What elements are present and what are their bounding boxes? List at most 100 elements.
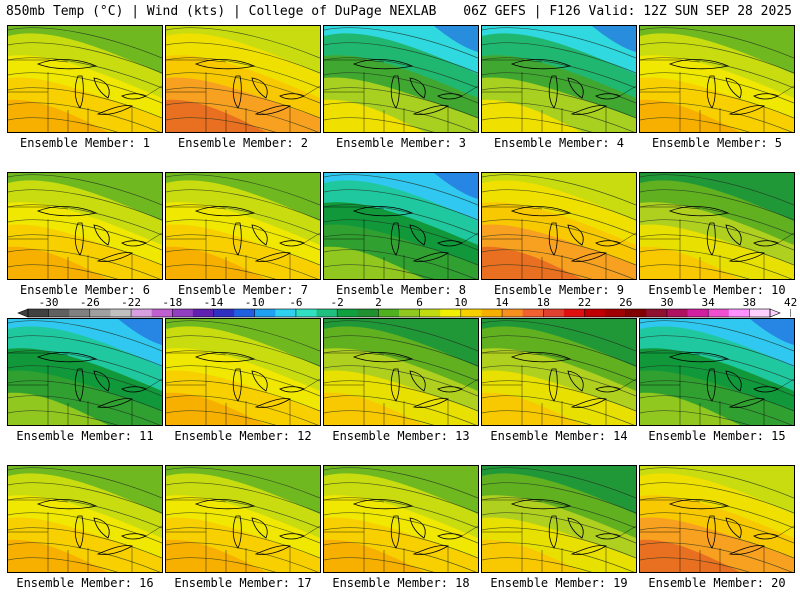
colorbar-left-arrow <box>17 308 29 318</box>
ensemble-member-panel: Ensemble Member: 18 <box>323 465 479 595</box>
colorbar-tick-label: 38 <box>743 296 756 309</box>
temperature-map <box>165 172 321 280</box>
member-label: Ensemble Member: 18 <box>332 576 470 590</box>
colorbar-tick-label: 42 <box>784 296 797 309</box>
colorbar-tick-label: -22 <box>121 296 141 309</box>
colorbar-segment <box>151 309 173 317</box>
temperature-map <box>165 318 321 426</box>
map-title: 850mb Temp (°C) | Wind (kts) | College o… <box>6 4 437 19</box>
temperature-map <box>7 25 163 133</box>
temperature-map <box>639 465 795 573</box>
ensemble-member-panel: Ensemble Member: 11 <box>7 318 163 448</box>
colorbar-segment <box>625 309 647 317</box>
ensemble-member-panel: Ensemble Member: 14 <box>481 318 637 448</box>
colorbar-segment <box>275 309 297 317</box>
colorbar-segment <box>481 309 503 317</box>
colorbar-right-arrow <box>769 308 781 318</box>
colorbar-tick-label: 10 <box>454 296 467 309</box>
colorbar-segment <box>646 309 668 317</box>
member-label: Ensemble Member: 14 <box>490 429 628 443</box>
member-label: Ensemble Member: 7 <box>177 283 309 297</box>
ensemble-member-panel: Ensemble Member: 12 <box>165 318 321 448</box>
temperature-map <box>323 465 479 573</box>
colorbar-tick-label: 22 <box>578 296 591 309</box>
member-label: Ensemble Member: 20 <box>648 576 786 590</box>
colorbar-tick-label: 30 <box>660 296 673 309</box>
colorbar-segment <box>687 309 709 317</box>
ensemble-member-panel: Ensemble Member: 6 <box>7 172 163 302</box>
colorbar-segment <box>419 309 441 317</box>
colorbar-segment <box>749 309 771 317</box>
colorbar-segment <box>378 309 400 317</box>
colorbar-segment <box>254 309 276 317</box>
member-label: Ensemble Member: 13 <box>332 429 470 443</box>
colorbar-segment <box>28 309 50 317</box>
colorbar-tick-label: -6 <box>289 296 302 309</box>
colorbar-tick-label: -18 <box>162 296 182 309</box>
colorbar-segment <box>295 309 318 317</box>
temperature-map <box>639 25 795 133</box>
temperature-map <box>481 318 637 426</box>
temperature-map <box>323 25 479 133</box>
colorbar-segment <box>708 309 730 317</box>
colorbar-segment <box>399 309 421 317</box>
ensemble-member-panel: Ensemble Member: 19 <box>481 465 637 595</box>
colorbar-segment <box>605 309 627 317</box>
member-label: Ensemble Member: 12 <box>174 429 312 443</box>
colorbar-tick-label: 34 <box>702 296 716 309</box>
colorbar-tick-label: -30 <box>39 296 59 309</box>
member-label: Ensemble Member: 2 <box>177 136 309 150</box>
colorbar-segment <box>337 309 359 317</box>
ensemble-member-panel: Ensemble Member: 3 <box>323 25 479 155</box>
colorbar-segment <box>357 309 379 317</box>
temperature-map <box>323 318 479 426</box>
temperature-map <box>7 172 163 280</box>
colorbar-tick-label: 18 <box>537 296 550 309</box>
member-label: Ensemble Member: 17 <box>174 576 312 590</box>
colorbar-segment <box>440 309 462 317</box>
colorbar-segment <box>563 309 585 317</box>
run-valid-time: 06Z GEFS | F126 Valid: 12Z SUN SEP 28 20… <box>463 4 792 19</box>
ensemble-member-panel: Ensemble Member: 13 <box>323 318 479 448</box>
colorbar-tick-label: -10 <box>245 296 265 309</box>
colorbar-segment <box>131 309 153 317</box>
colorbar-segment <box>666 309 689 317</box>
member-label: Ensemble Member: 10 <box>648 283 786 297</box>
ensemble-member-panel: Ensemble Member: 16 <box>7 465 163 595</box>
member-label: Ensemble Member: 1 <box>19 136 151 150</box>
member-label: Ensemble Member: 8 <box>335 283 467 297</box>
colorbar-segment <box>460 309 482 317</box>
colorbar-tick-label: -26 <box>80 296 100 309</box>
member-label: Ensemble Member: 16 <box>16 576 154 590</box>
temperature-map <box>7 465 163 573</box>
temperature-map <box>639 172 795 280</box>
member-label: Ensemble Member: 4 <box>493 136 625 150</box>
colorbar-segment <box>69 309 91 317</box>
colorbar-segment <box>110 309 132 317</box>
colorbar-segment <box>234 309 256 317</box>
colorbar-tick-label: 2 <box>375 296 382 309</box>
temperature-map <box>481 465 637 573</box>
colorbar-segment <box>543 309 565 317</box>
ensemble-member-panel: Ensemble Member: 4 <box>481 25 637 155</box>
member-label: Ensemble Member: 19 <box>490 576 628 590</box>
ensemble-member-panel: Ensemble Member: 8 <box>323 172 479 302</box>
member-label: Ensemble Member: 3 <box>335 136 467 150</box>
member-label: Ensemble Member: 9 <box>493 283 625 297</box>
colorbar-segment <box>192 309 214 317</box>
ensemble-member-panel: Ensemble Member: 2 <box>165 25 321 155</box>
member-label: Ensemble Member: 6 <box>19 283 151 297</box>
colorbar-segment <box>48 309 70 317</box>
temperature-map <box>481 172 637 280</box>
member-label: Ensemble Member: 11 <box>16 429 154 443</box>
temperature-map <box>7 318 163 426</box>
colorbar-segment <box>89 309 111 317</box>
colorbar-tick-label: -14 <box>204 296 224 309</box>
ensemble-member-panel: Ensemble Member: 1 <box>7 25 163 155</box>
colorbar-segment <box>522 309 544 317</box>
colorbar-segment <box>502 309 524 317</box>
temperature-map <box>323 172 479 280</box>
temperature-colorbar: -30 -26 -22 -18 -14 -10 -6 -2 2 6 10 14 18 22 26 30 34 38… <box>0 296 800 320</box>
member-label: Ensemble Member: 5 <box>651 136 783 150</box>
ensemble-member-panel: Ensemble Member: 17 <box>165 465 321 595</box>
